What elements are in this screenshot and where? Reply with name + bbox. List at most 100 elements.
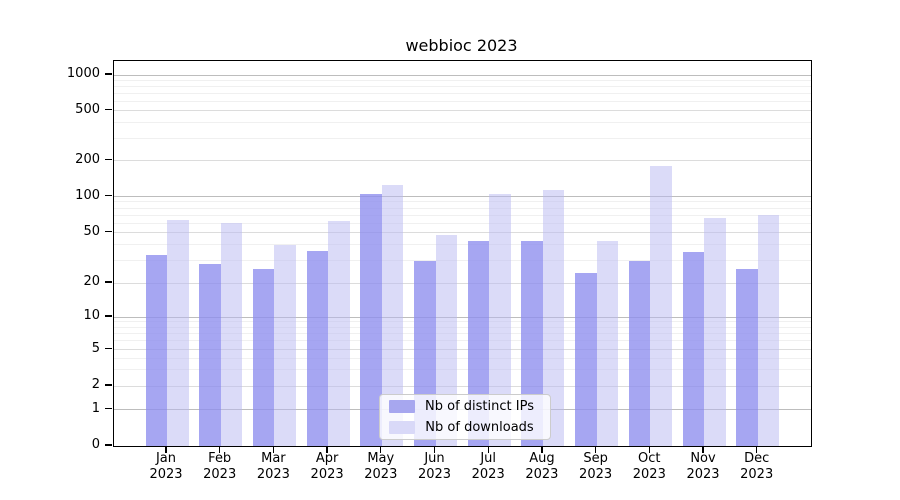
gridline-700	[114, 92, 811, 94]
bar-downloads-may	[381, 184, 404, 446]
y-tick-200	[105, 158, 112, 161]
gridline-900	[114, 79, 811, 81]
bar-downloads-nov	[704, 218, 726, 446]
gridline-300	[114, 137, 811, 139]
y-tick-2	[105, 384, 112, 386]
chart-title: webbioc 2023	[405, 36, 518, 55]
y-tick-label-100: 100	[75, 187, 100, 203]
gridline-600	[114, 100, 811, 102]
gridline-20	[114, 282, 811, 284]
x-tick-mar	[272, 446, 275, 453]
y-tick-1000	[105, 73, 112, 75]
legend-label-ips: Nb of distinct IPs	[425, 399, 534, 414]
gridline-100	[114, 196, 811, 197]
bar-ips-mar	[252, 268, 275, 446]
x-tick-label-nov: Nov 2023	[686, 451, 720, 482]
gridline-70	[114, 214, 811, 216]
bar-downloads-dec	[757, 215, 780, 446]
gridline-4	[114, 357, 811, 359]
x-tick-nov	[702, 446, 704, 453]
bar-ips-sep	[575, 272, 597, 446]
y-tick-label-10: 10	[83, 308, 100, 323]
gridline-40	[114, 244, 811, 246]
bar-downloads-jul	[489, 193, 511, 446]
bar-downloads-jun	[435, 234, 457, 446]
y-tick-label-20: 20	[83, 274, 100, 289]
gridline-200	[114, 160, 811, 161]
legend-item-ips: Nb of distinct IPs	[380, 398, 550, 416]
gridline-80	[114, 207, 811, 209]
y-tick-label-200: 200	[75, 151, 100, 167]
bar-downloads-mar	[274, 244, 296, 446]
gridline-400	[114, 122, 811, 124]
y-tick-50	[105, 230, 112, 233]
x-tick-label-aug: Aug 2023	[525, 451, 559, 482]
y-tick-500	[105, 108, 112, 111]
legend-swatch-downloads	[389, 421, 415, 434]
bar-ips-apr	[306, 250, 329, 446]
bar-downloads-apr	[328, 221, 350, 446]
bar-ips-oct	[628, 260, 651, 446]
x-tick-label-jan: Jan 2023	[149, 451, 183, 482]
y-tick-10	[105, 315, 112, 317]
y-tick-label-1000: 1000	[66, 66, 100, 81]
gridline-50	[114, 232, 811, 233]
legend-swatch-ips	[389, 400, 415, 413]
bar-downloads-sep	[596, 240, 619, 446]
gridline-5	[114, 349, 811, 350]
x-tick-feb	[219, 446, 221, 453]
x-tick-label-dec: Dec 2023	[740, 451, 774, 482]
bar-ips-feb	[199, 264, 221, 446]
gridline-10	[114, 316, 811, 318]
x-tick-sep	[594, 446, 597, 453]
x-tick-oct	[648, 446, 650, 453]
y-tick-label-50: 50	[83, 223, 100, 239]
gridline-60	[114, 222, 811, 224]
bar-ips-may	[360, 193, 382, 446]
x-tick-label-apr: Apr 2023	[310, 451, 344, 482]
bar-downloads-oct	[650, 165, 672, 446]
y-tick-label-5: 5	[91, 340, 100, 356]
gridline-8	[114, 326, 811, 328]
x-tick-label-feb: Feb 2023	[203, 451, 237, 482]
gridline-9	[114, 321, 811, 323]
x-tick-label-may: May 2023	[364, 451, 398, 482]
x-tick-label-jun: Jun 2023	[417, 451, 452, 482]
y-tick-label-2: 2	[91, 377, 100, 392]
x-tick-label-sep: Sep 2023	[579, 451, 613, 482]
y-tick-label-500: 500	[75, 101, 100, 117]
x-tick-may	[380, 446, 382, 453]
x-tick-label-mar: Mar 2023	[256, 451, 290, 482]
gridline-1000	[114, 74, 811, 76]
gridline-3	[114, 369, 811, 371]
bar-downloads-feb	[220, 223, 243, 446]
bar-ips-dec	[736, 268, 758, 446]
legend: Nb of distinct IPs Nb of downloads	[379, 394, 551, 440]
gridline-2	[114, 385, 811, 387]
y-tick-1	[105, 407, 112, 410]
x-tick-dec	[756, 446, 758, 453]
y-tick-label-1: 1	[91, 400, 100, 416]
gridline-90	[114, 201, 811, 203]
x-tick-label-oct: Oct 2023	[632, 451, 666, 482]
y-tick-5	[105, 347, 112, 350]
x-tick-jan	[165, 446, 167, 453]
bar-ips-jan	[145, 255, 167, 446]
gridline-500	[114, 110, 811, 111]
y-tick-0	[105, 444, 112, 446]
x-tick-apr	[326, 446, 328, 453]
x-tick-jun	[433, 446, 436, 453]
plot-area: Nb of distinct IPs Nb of downloads	[113, 60, 812, 447]
bar-ips-nov	[682, 252, 704, 446]
gridline-6	[114, 340, 811, 342]
x-tick-jul	[487, 446, 489, 453]
legend-label-downloads: Nb of downloads	[425, 420, 534, 435]
legend-item-downloads: Nb of downloads	[380, 419, 550, 437]
y-tick-20	[105, 281, 112, 283]
gridline-30	[114, 260, 811, 262]
bar-downloads-jan	[167, 219, 189, 446]
x-tick-aug	[541, 446, 543, 453]
bar-downloads-aug	[542, 190, 565, 446]
x-tick-label-jul: Jul 2023	[471, 451, 505, 482]
